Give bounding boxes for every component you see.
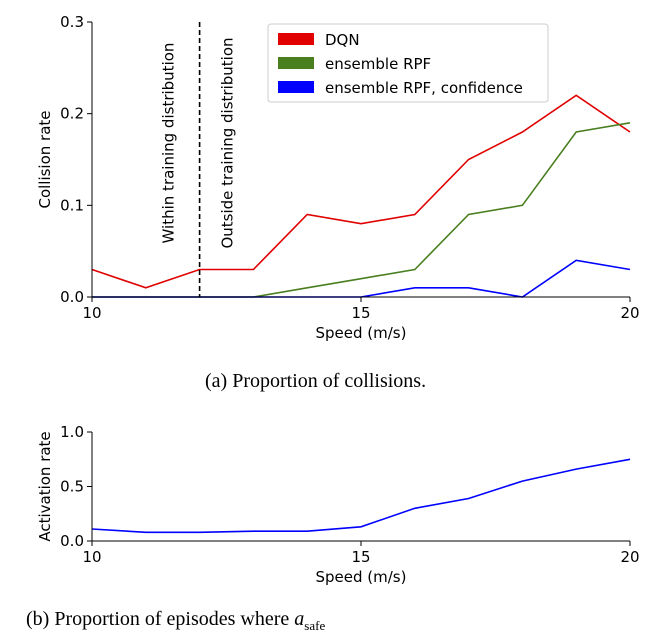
chart1-annotation-within: Within training distribution (160, 43, 178, 244)
chart1-x-axis-label: Speed (m/s) (316, 324, 407, 342)
chart1-legend-swatch-2 (278, 81, 314, 93)
chart1-legend-label-1: ensemble RPF (325, 55, 431, 73)
chart1-legend-box (267, 23, 549, 103)
chart1-legend-label-2: ensemble RPF, confidence (325, 79, 523, 97)
chart2-y-tick-label: 0.0 (60, 532, 84, 550)
caption-b-text: (b) Proportion of episodes where (26, 608, 295, 630)
caption-a: (a) Proportion of collisions. (205, 370, 427, 392)
chart1-x-tick-label: 20 (620, 304, 639, 322)
chart2-series-line-0 (91, 458, 631, 534)
chart1-y-tick-label: 0.2 (60, 105, 84, 123)
chart2-x-tick-label: 15 (351, 548, 370, 566)
chart1-x-tick-label: 10 (82, 304, 101, 322)
chart1-y-tick-label: 0.0 (60, 288, 84, 306)
chart1-legend-swatch-0 (278, 33, 314, 45)
caption-b: (b) Proportion of episodes where asafe (26, 608, 325, 634)
chart1-y-axis-label: Collision rate (36, 110, 54, 208)
caption-b-var: a (294, 608, 305, 630)
chart1-annotation-outside: Outside training distribution (219, 37, 237, 248)
chart2-x-tick-label: 20 (620, 548, 639, 566)
caption-b-sub: safe (304, 618, 326, 633)
chart2-y-tick-label: 0.5 (60, 478, 84, 496)
chart2-y-axis-label: Activation rate (36, 431, 54, 541)
chart1-y-tick-label: 0.1 (60, 196, 84, 214)
chart1-x-tick-label: 15 (351, 304, 370, 322)
chart2-x-tick-label: 10 (82, 548, 101, 566)
chart1-series-line-0 (91, 94, 631, 289)
chart2-y-tick-label: 1.0 (60, 423, 84, 441)
chart1-legend-swatch-1 (278, 57, 314, 69)
chart1-legend-label-0: DQN (325, 31, 360, 49)
chart1-y-tick-label: 0.3 (60, 13, 84, 31)
chart2-x-axis-label: Speed (m/s) (316, 568, 407, 586)
